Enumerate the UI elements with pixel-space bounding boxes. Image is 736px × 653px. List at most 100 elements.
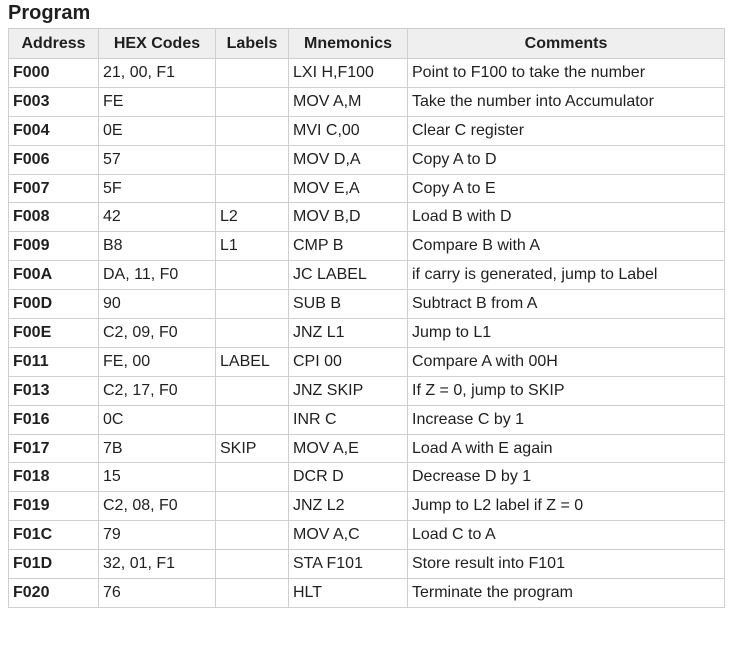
label-cell bbox=[215, 115, 289, 146]
label-cell bbox=[215, 520, 289, 551]
label-cell bbox=[215, 462, 289, 493]
mnemonic-cell: MOV B,D bbox=[288, 202, 408, 233]
comment-cell: If Z = 0, jump to SKIP bbox=[407, 375, 725, 406]
comment-cell: Load B with D bbox=[407, 202, 725, 233]
label-cell bbox=[215, 289, 289, 320]
label-cell bbox=[215, 173, 289, 204]
comment-cell: Subtract B from A bbox=[407, 289, 725, 320]
mnemonic-cell: JNZ L1 bbox=[288, 318, 408, 348]
hex-codes-cell: C2, 17, F0 bbox=[98, 375, 216, 406]
label-cell bbox=[215, 58, 289, 88]
comment-cell: Copy A to E bbox=[407, 173, 725, 204]
address-cell: F011 bbox=[8, 346, 99, 377]
mnemonic-cell: MVI C,00 bbox=[288, 115, 408, 146]
mnemonic-cell: MOV A,E bbox=[288, 433, 408, 464]
table-row: F007 5F MOV E,A Copy A to E bbox=[8, 173, 725, 204]
address-cell: F009 bbox=[8, 231, 99, 262]
address-cell: F000 bbox=[8, 58, 99, 88]
table-row: F016 0C INR C Increase C by 1 bbox=[8, 404, 725, 435]
mnemonic-cell: JC LABEL bbox=[288, 260, 408, 291]
table-row: F006 57 MOV D,A Copy A to D bbox=[8, 144, 725, 175]
comment-cell: Compare A with 00H bbox=[407, 346, 725, 377]
table-header-row: Address HEX Codes Labels Mnemonics Comme… bbox=[8, 28, 725, 59]
table-row: F017 7B SKIP MOV A,E Load A with E again bbox=[8, 433, 725, 464]
mnemonic-cell: DCR D bbox=[288, 462, 408, 493]
table-row: F018 15 DCR D Decrease D by 1 bbox=[8, 462, 725, 493]
table-row: F008 42 L2 MOV B,D Load B with D bbox=[8, 202, 725, 233]
mnemonic-cell: MOV A,C bbox=[288, 520, 408, 551]
address-cell: F006 bbox=[8, 144, 99, 175]
label-cell: L2 bbox=[215, 202, 289, 233]
hex-codes-cell: 76 bbox=[98, 578, 216, 608]
address-cell: F018 bbox=[8, 462, 99, 493]
hex-codes-cell: FE bbox=[98, 86, 216, 117]
hex-codes-cell: 7B bbox=[98, 433, 216, 464]
hex-codes-cell: B8 bbox=[98, 231, 216, 262]
comment-cell: Increase C by 1 bbox=[407, 404, 725, 435]
hex-codes-cell: 42 bbox=[98, 202, 216, 233]
comment-cell: if carry is generated, jump to Label bbox=[407, 260, 725, 291]
label-cell bbox=[215, 86, 289, 117]
header-address: Address bbox=[8, 28, 99, 59]
header-comments: Comments bbox=[407, 28, 725, 59]
hex-codes-cell: 57 bbox=[98, 144, 216, 175]
address-cell: F017 bbox=[8, 433, 99, 464]
address-cell: F007 bbox=[8, 173, 99, 204]
mnemonic-cell: JNZ SKIP bbox=[288, 375, 408, 406]
header-hex-codes: HEX Codes bbox=[98, 28, 216, 59]
comment-cell: Load C to A bbox=[407, 520, 725, 551]
table-row: F00A DA, 11, F0 JC LABEL if carry is genera… bbox=[8, 260, 725, 291]
table-row: F013 C2, 17, F0 JNZ SKIP If Z = 0, jump to … bbox=[8, 375, 725, 406]
hex-codes-cell: 15 bbox=[98, 462, 216, 493]
mnemonic-cell: STA F101 bbox=[288, 549, 408, 580]
mnemonic-cell: LXI H,F100 bbox=[288, 58, 408, 88]
mnemonic-cell: MOV A,M bbox=[288, 86, 408, 117]
table-row: F011 FE, 00 LABEL CPI 00 Compare A with 00H bbox=[8, 346, 725, 377]
hex-codes-cell: C2, 09, F0 bbox=[98, 318, 216, 348]
hex-codes-cell: 0C bbox=[98, 404, 216, 435]
label-cell: LABEL bbox=[215, 346, 289, 377]
mnemonic-cell: JNZ L2 bbox=[288, 491, 408, 522]
comment-cell: Store result into F101 bbox=[407, 549, 725, 580]
address-cell: F016 bbox=[8, 404, 99, 435]
label-cell bbox=[215, 318, 289, 348]
mnemonic-cell: SUB B bbox=[288, 289, 408, 320]
comment-cell: Jump to L2 label if Z = 0 bbox=[407, 491, 725, 522]
header-labels: Labels bbox=[215, 28, 289, 59]
address-cell: F003 bbox=[8, 86, 99, 117]
label-cell bbox=[215, 260, 289, 291]
address-cell: F00D bbox=[8, 289, 99, 320]
hex-codes-cell: 79 bbox=[98, 520, 216, 551]
hex-codes-cell: 0E bbox=[98, 115, 216, 146]
table-row: F020 76 HLT Terminate the program bbox=[8, 578, 725, 608]
label-cell bbox=[215, 144, 289, 175]
label-cell: L1 bbox=[215, 231, 289, 262]
comment-cell: Point to F100 to take the number bbox=[407, 58, 725, 88]
table-row: F003 FE MOV A,M Take the number into Accumu… bbox=[8, 86, 725, 117]
header-mnemonics: Mnemonics bbox=[288, 28, 408, 59]
program-table: Address HEX Codes Labels Mnemonics Comme… bbox=[8, 28, 725, 608]
hex-codes-cell: 5F bbox=[98, 173, 216, 204]
comment-cell: Decrease D by 1 bbox=[407, 462, 725, 493]
label-cell bbox=[215, 404, 289, 435]
mnemonic-cell: CPI 00 bbox=[288, 346, 408, 377]
hex-codes-cell: C2, 08, F0 bbox=[98, 491, 216, 522]
hex-codes-cell: DA, 11, F0 bbox=[98, 260, 216, 291]
address-cell: F01D bbox=[8, 549, 99, 580]
label-cell: SKIP bbox=[215, 433, 289, 464]
address-cell: F00E bbox=[8, 318, 99, 348]
mnemonic-cell: MOV D,A bbox=[288, 144, 408, 175]
table-row: F01C 79 MOV A,C Load C to A bbox=[8, 520, 725, 551]
table-row: F009 B8 L1 CMP B Compare B with A bbox=[8, 231, 725, 262]
label-cell bbox=[215, 491, 289, 522]
table-row: F01D 32, 01, F1 STA F101 Store result into … bbox=[8, 549, 725, 580]
table-row: F00E C2, 09, F0 JNZ L1 Jump to L1 bbox=[8, 318, 725, 348]
label-cell bbox=[215, 375, 289, 406]
comment-cell: Take the number into Accumulator bbox=[407, 86, 725, 117]
table-row: F004 0E MVI C,00 Clear C register bbox=[8, 115, 725, 146]
address-cell: F008 bbox=[8, 202, 99, 233]
mnemonic-cell: HLT bbox=[288, 578, 408, 608]
hex-codes-cell: 21, 00, F1 bbox=[98, 58, 216, 88]
table-body: F000 21, 00, F1 LXI H,F100 Point to F100 to… bbox=[8, 58, 725, 608]
hex-codes-cell: 90 bbox=[98, 289, 216, 320]
